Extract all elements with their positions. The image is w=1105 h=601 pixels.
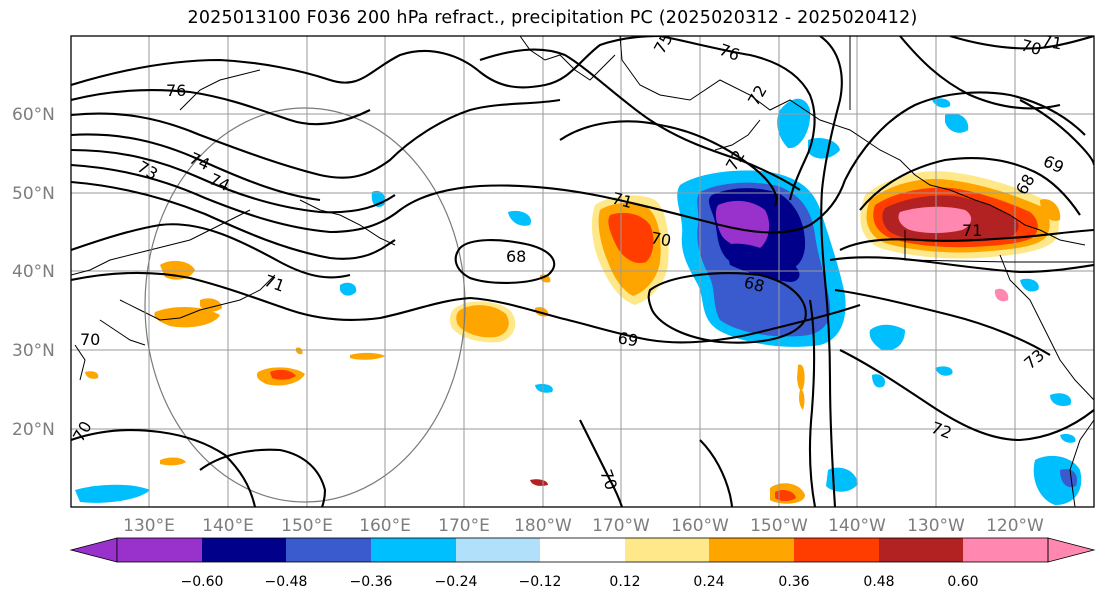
colorbar-segment: [625, 538, 709, 562]
lon-label: 130°W: [907, 516, 965, 536]
lon-label: 170°E: [438, 516, 490, 536]
colorbar-segment: [117, 538, 202, 562]
contour-label: 70: [649, 228, 672, 250]
lat-labels: 60°N 50°N 40°N 30°N 20°N: [12, 105, 55, 440]
colorbar-extend-low: [69, 537, 118, 563]
lon-label: 150°E: [281, 516, 333, 536]
colorbar-tick: 0.48: [863, 574, 894, 590]
map-title: 2025013100 F036 200 hPa refract., precip…: [187, 8, 918, 28]
colorbar-tick: 0.36: [778, 574, 809, 590]
lon-label: 150°W: [750, 516, 808, 536]
lon-label: 180°W: [514, 516, 572, 536]
lat-label: 40°N: [12, 262, 55, 282]
colorbar-ticks: −0.60 −0.48 −0.36 −0.24 −0.12 0.12 0.24 …: [181, 574, 979, 590]
colorbar-tick: −0.48: [265, 574, 308, 590]
contour-label: 70: [80, 330, 100, 349]
colorbar-tick: 0.12: [609, 574, 640, 590]
coastlines: [71, 36, 1094, 507]
lon-label: 140°W: [828, 516, 886, 536]
colorbar-segment: [963, 538, 1048, 562]
contour-label: 71: [1040, 31, 1063, 53]
contour-label: 68: [506, 247, 526, 266]
lat-label: 60°N: [12, 105, 55, 125]
lat-label: 30°N: [12, 341, 55, 361]
colorbar-segment: [540, 538, 625, 562]
contour-label: 76: [166, 81, 186, 100]
contour-label: 71: [962, 221, 982, 240]
contour-label: 69: [616, 328, 639, 350]
contour-label: 71: [610, 189, 635, 213]
contour-label: 70: [1019, 36, 1044, 60]
map-frame: [70, 35, 1095, 508]
colorbar-extend-high: [1047, 537, 1096, 563]
colorbar-segment: [371, 538, 456, 562]
colorbar-tick: −0.24: [435, 574, 478, 590]
colorbar-segment: [456, 538, 540, 562]
graticule: [71, 36, 1094, 507]
colorbar-segment: [709, 538, 794, 562]
lon-label: 160°W: [671, 516, 729, 536]
colorbar-tick: −0.12: [519, 574, 562, 590]
map-panel: 76 76 75 73 74 74 72 71 71 71 70 70 68 6…: [71, 31, 1094, 507]
colorbar-tick: −0.36: [350, 574, 393, 590]
refractivity-contours: [71, 36, 1094, 507]
lon-label: 140°E: [202, 516, 254, 536]
lon-label: 130°E: [123, 516, 175, 536]
contour-label: 68: [742, 273, 767, 297]
colorbar-segment: [794, 538, 879, 562]
lon-label: 120°W: [986, 516, 1044, 536]
lon-label: 170°W: [592, 516, 650, 536]
colorbar-tick: 0.60: [947, 574, 978, 590]
colorbar-segment: [286, 538, 371, 562]
colorbar-segment: [202, 538, 286, 562]
colorbar-segment: [879, 538, 963, 562]
lon-label: 160°E: [359, 516, 411, 536]
colorbar-frame: [116, 537, 1049, 563]
range-circle: [144, 107, 466, 503]
colorbar-tick: 0.24: [693, 574, 724, 590]
colorbar-tick: −0.60: [181, 574, 224, 590]
lat-label: 50°N: [12, 184, 55, 204]
colorbar: [69, 537, 1096, 563]
lat-label: 20°N: [12, 420, 55, 440]
lon-labels: 130°E 140°E 150°E 160°E 170°E 180°W 170°…: [123, 516, 1044, 536]
